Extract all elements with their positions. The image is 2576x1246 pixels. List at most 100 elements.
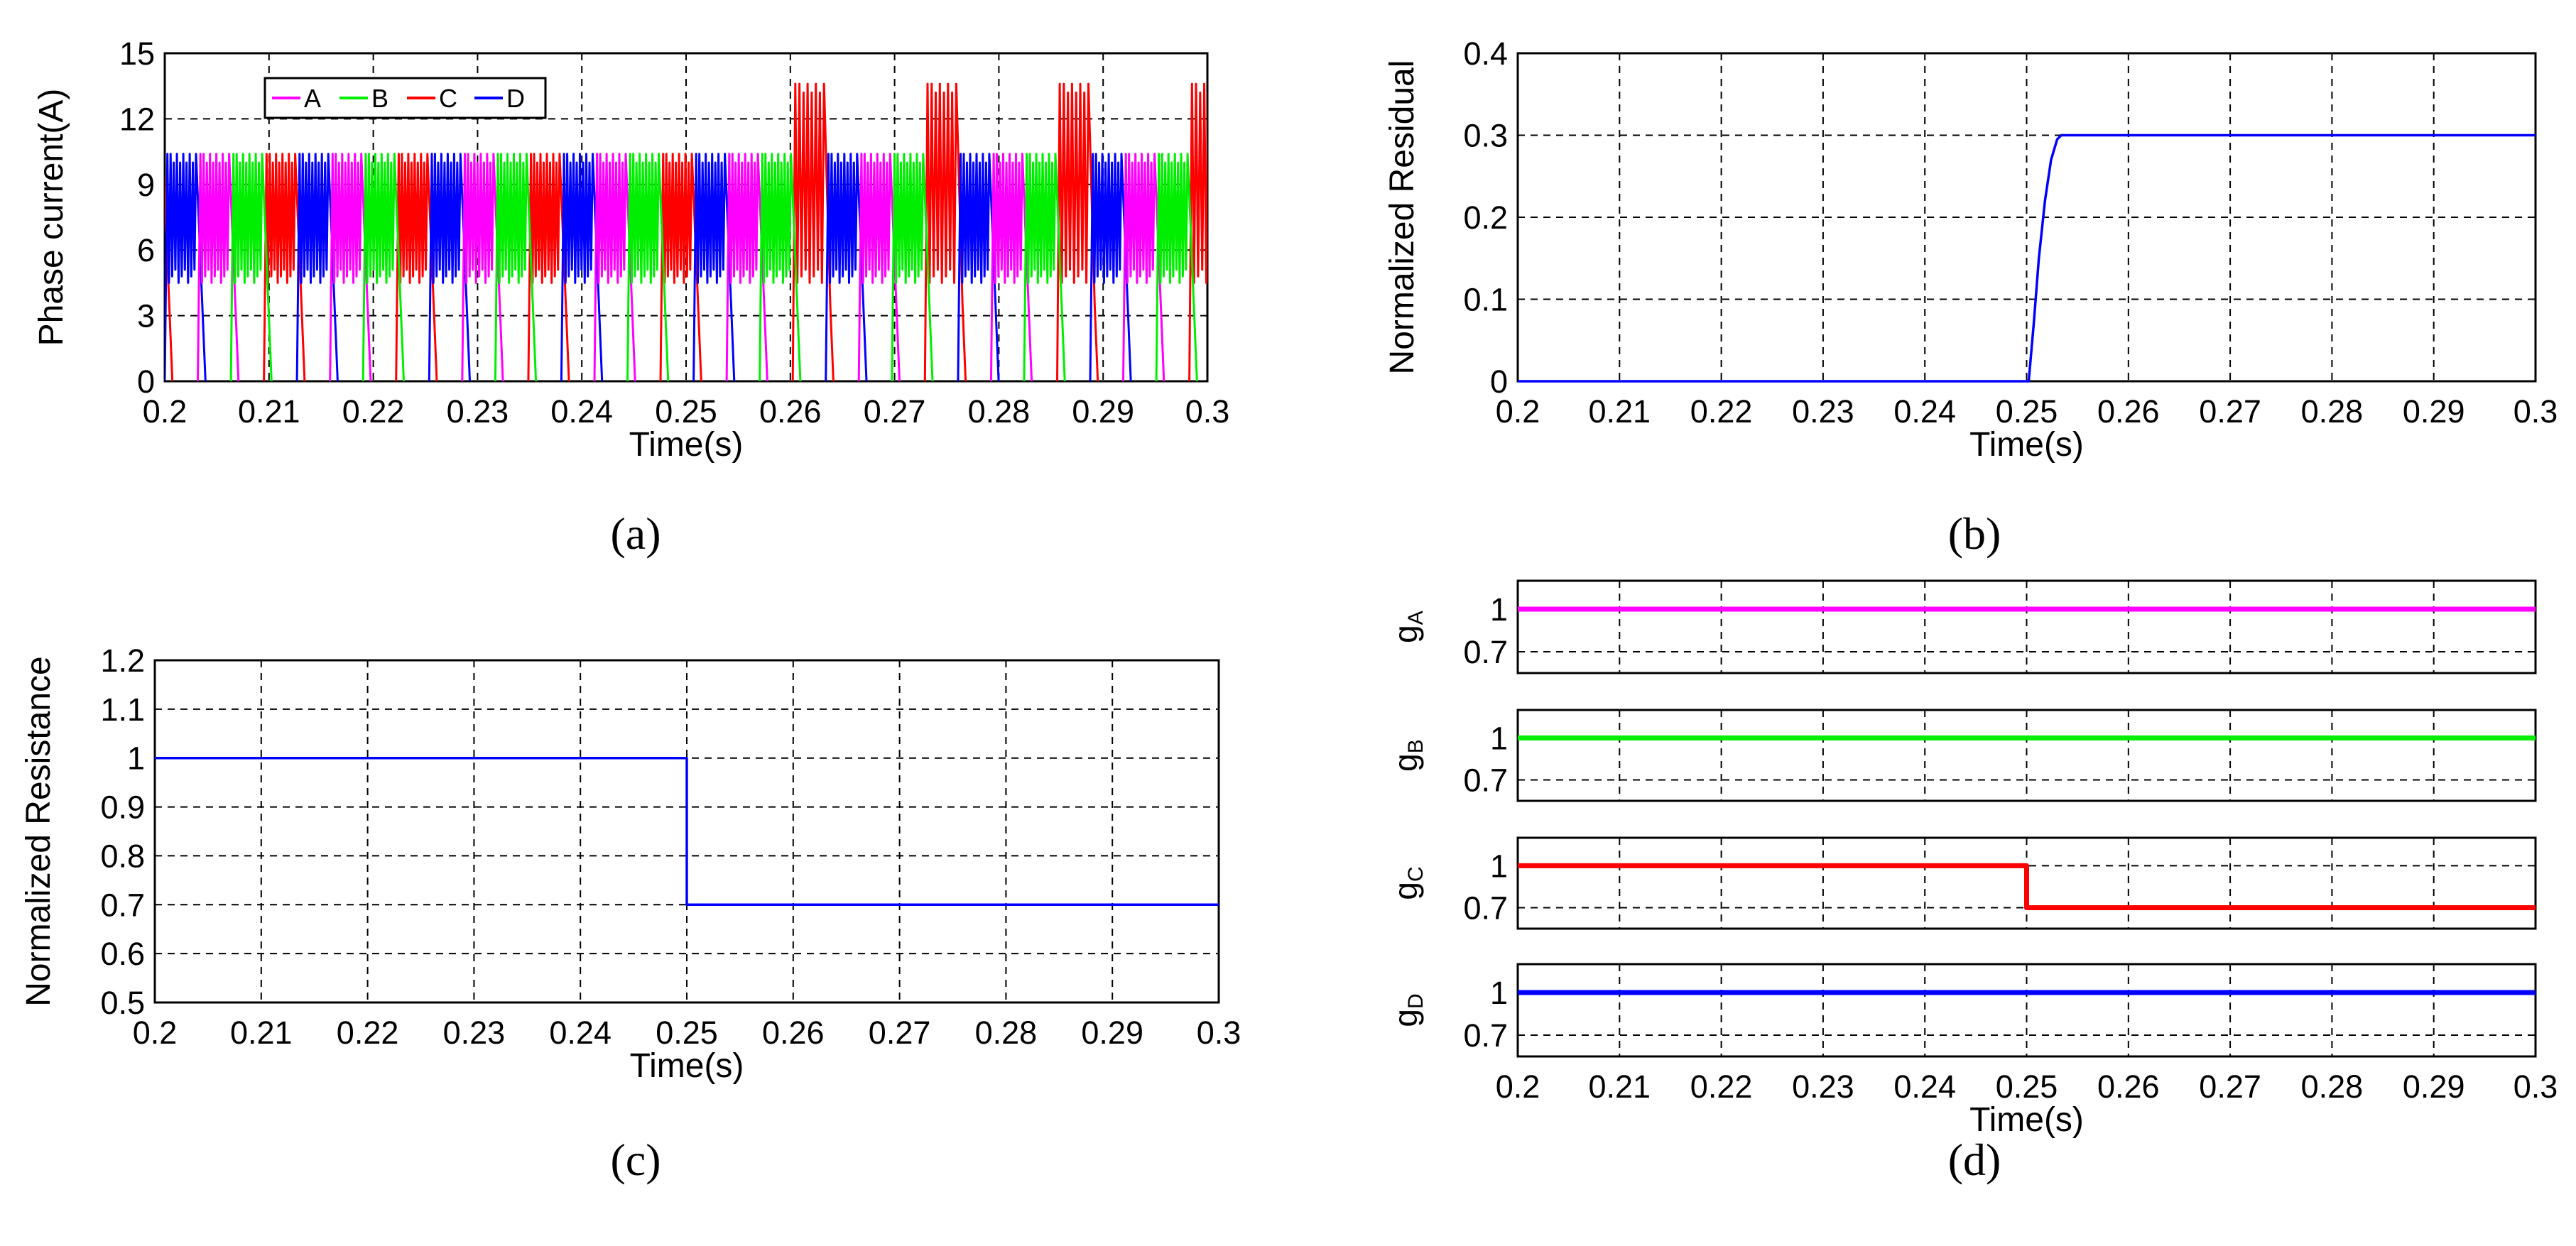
current-pulse-B bbox=[891, 153, 934, 381]
series-A bbox=[197, 153, 1165, 381]
x-tick-label: 0.29 bbox=[2403, 393, 2465, 430]
y-tick-label: 0.2 bbox=[1463, 200, 1508, 236]
x-tick-label: 0.27 bbox=[2199, 1069, 2261, 1105]
series-line-b bbox=[1518, 133, 2536, 383]
x-tick-label: 0.29 bbox=[1072, 393, 1134, 430]
y-tick-label: 1 bbox=[127, 741, 145, 777]
x-tick-label: 0.23 bbox=[1792, 393, 1854, 430]
chart-a: 0.2 0.21 0.22 0.23 0.24 0.25 0.26 0.27 0.28 0.29 0… bbox=[33, 35, 1263, 559]
legend-label-C: C bbox=[439, 84, 457, 113]
x-tick-label: 0.26 bbox=[759, 393, 822, 430]
current-pulse-B bbox=[229, 153, 273, 381]
legend-label-D: D bbox=[506, 84, 525, 113]
current-pulse-A bbox=[329, 153, 372, 381]
chart-d: 0.7 1 gA 0.7 1 gB 0.7 1 gC 0.7 1 gD 0.2 0.21 0.22 0.23 0… bbox=[1387, 579, 2558, 1185]
y-axis-label-gD: gD bbox=[1387, 993, 1428, 1027]
x-tick-label: 0.2 bbox=[143, 393, 188, 430]
chart-b: 0.2 0.21 0.22 0.23 0.24 0.25 0.26 0.27 0.28 0.29 0… bbox=[1384, 35, 2558, 559]
subplot-gC: 0.7 1 gC bbox=[1387, 836, 2537, 930]
current-pulse-B bbox=[362, 153, 405, 381]
current-pulse-A bbox=[593, 153, 636, 381]
current-pulse-C bbox=[791, 82, 835, 381]
current-pulse-C bbox=[263, 153, 306, 381]
y-tick-label: 0.5 bbox=[100, 985, 145, 1021]
current-pulse-C bbox=[527, 153, 570, 381]
current-pulse-C bbox=[923, 82, 967, 381]
y-tick-label: 1 bbox=[1490, 975, 1508, 1011]
x-tick-label: 0.22 bbox=[1690, 393, 1753, 430]
panel-label-a: (a) bbox=[610, 508, 661, 559]
current-pulse-B bbox=[1155, 153, 1198, 381]
x-tick-label: 0.2 bbox=[1496, 393, 1540, 430]
current-pulse-D bbox=[1089, 153, 1132, 381]
legend: A B C D bbox=[263, 77, 547, 119]
x-axis-label: Time(s) bbox=[629, 426, 744, 464]
y-tick-label: 1.2 bbox=[100, 643, 145, 679]
current-pulse-A bbox=[461, 153, 504, 381]
y-axis-label-gA: gA bbox=[1387, 611, 1428, 643]
x-tick-label: 0.29 bbox=[1081, 1015, 1143, 1051]
x-tick-label: 0.23 bbox=[447, 393, 509, 430]
current-pulse-D bbox=[428, 153, 471, 381]
current-pulse-C bbox=[1188, 82, 1207, 381]
x-axis-label: Time(s) bbox=[630, 1047, 744, 1085]
x-tick-label: 0.22 bbox=[1690, 1069, 1753, 1105]
x-tick-label: 0.23 bbox=[1792, 1069, 1854, 1105]
y-tick-label: 0.7 bbox=[1463, 890, 1508, 926]
y-tick-label: 3 bbox=[137, 298, 155, 334]
x-tick-label: 0.26 bbox=[2097, 1069, 2160, 1105]
x-tick-label: 0.3 bbox=[2513, 393, 2558, 430]
chart-c: 0.2 0.21 0.22 0.23 0.24 0.25 0.26 0.27 0.28 0.29 0… bbox=[20, 643, 1241, 1185]
current-pulse-C bbox=[659, 153, 702, 381]
x-tick-label: 0.25 bbox=[655, 393, 717, 430]
current-pulse-D bbox=[1222, 154, 1263, 381]
y-tick-label: 1.1 bbox=[100, 692, 145, 728]
x-tick-label: 0.27 bbox=[869, 1015, 931, 1051]
x-tick-label: 0.26 bbox=[2097, 393, 2160, 430]
series-D bbox=[165, 153, 1263, 381]
y-tick-label: 1 bbox=[1490, 591, 1508, 628]
x-tick-label: 0.28 bbox=[2301, 393, 2364, 430]
y-tick-label: 0.6 bbox=[100, 936, 145, 972]
x-tick-label: 0.25 bbox=[1996, 1069, 2058, 1105]
x-tick-label: 0.25 bbox=[1996, 393, 2058, 430]
y-tick-label: 1 bbox=[1490, 720, 1508, 756]
y-tick-label: 0.7 bbox=[1463, 1017, 1508, 1054]
x-tick-label: 0.27 bbox=[864, 393, 926, 430]
current-pulse-D bbox=[825, 153, 868, 381]
x-tick-label: 0.24 bbox=[1893, 1069, 1956, 1105]
plot-frame bbox=[1516, 52, 2537, 383]
current-pulse-B bbox=[626, 153, 670, 381]
y-tick-label: 0.3 bbox=[1463, 118, 1508, 154]
y-tick-label: 6 bbox=[137, 232, 155, 268]
y-axis-label-gC: gC bbox=[1387, 866, 1428, 900]
x-tick-label: 0.21 bbox=[238, 393, 300, 430]
current-pulse-D bbox=[692, 153, 736, 381]
x-tick-label: 0.21 bbox=[230, 1015, 293, 1051]
y-tick-label: 1 bbox=[1490, 848, 1508, 884]
x-tick-label: 0.25 bbox=[656, 1015, 718, 1051]
y-tick-label: 0 bbox=[1490, 364, 1508, 400]
x-tick-label: 0.24 bbox=[1893, 393, 1956, 430]
x-tick-label: 0.29 bbox=[2403, 1069, 2465, 1105]
x-tick-label: 0.26 bbox=[762, 1015, 825, 1051]
x-tick-label: 0.3 bbox=[1197, 1015, 1241, 1051]
current-pulse-A bbox=[1122, 153, 1165, 381]
y-axis-label: Normalized Residual bbox=[1384, 60, 1421, 375]
y-axis-label-gB: gB bbox=[1387, 739, 1428, 772]
current-pulse-A bbox=[857, 153, 901, 381]
y-tick-label: 0.4 bbox=[1463, 35, 1508, 72]
current-pulse-A bbox=[989, 153, 1033, 381]
subplot-gA: 0.7 1 gA bbox=[1387, 579, 2537, 674]
x-tick-label: 0.23 bbox=[443, 1015, 506, 1051]
subplot-gB: 0.7 1 gB bbox=[1387, 709, 2537, 802]
legend-label-B: B bbox=[371, 84, 388, 113]
current-pulse-A bbox=[725, 153, 768, 381]
panel-label-d: (d) bbox=[1948, 1135, 2001, 1185]
y-tick-label: 15 bbox=[119, 35, 155, 72]
x-axis-label: Time(s) bbox=[1969, 1101, 2084, 1139]
current-pulse-D bbox=[957, 153, 1000, 381]
panel-label-c: (c) bbox=[610, 1135, 661, 1185]
y-tick-label: 12 bbox=[119, 101, 155, 137]
